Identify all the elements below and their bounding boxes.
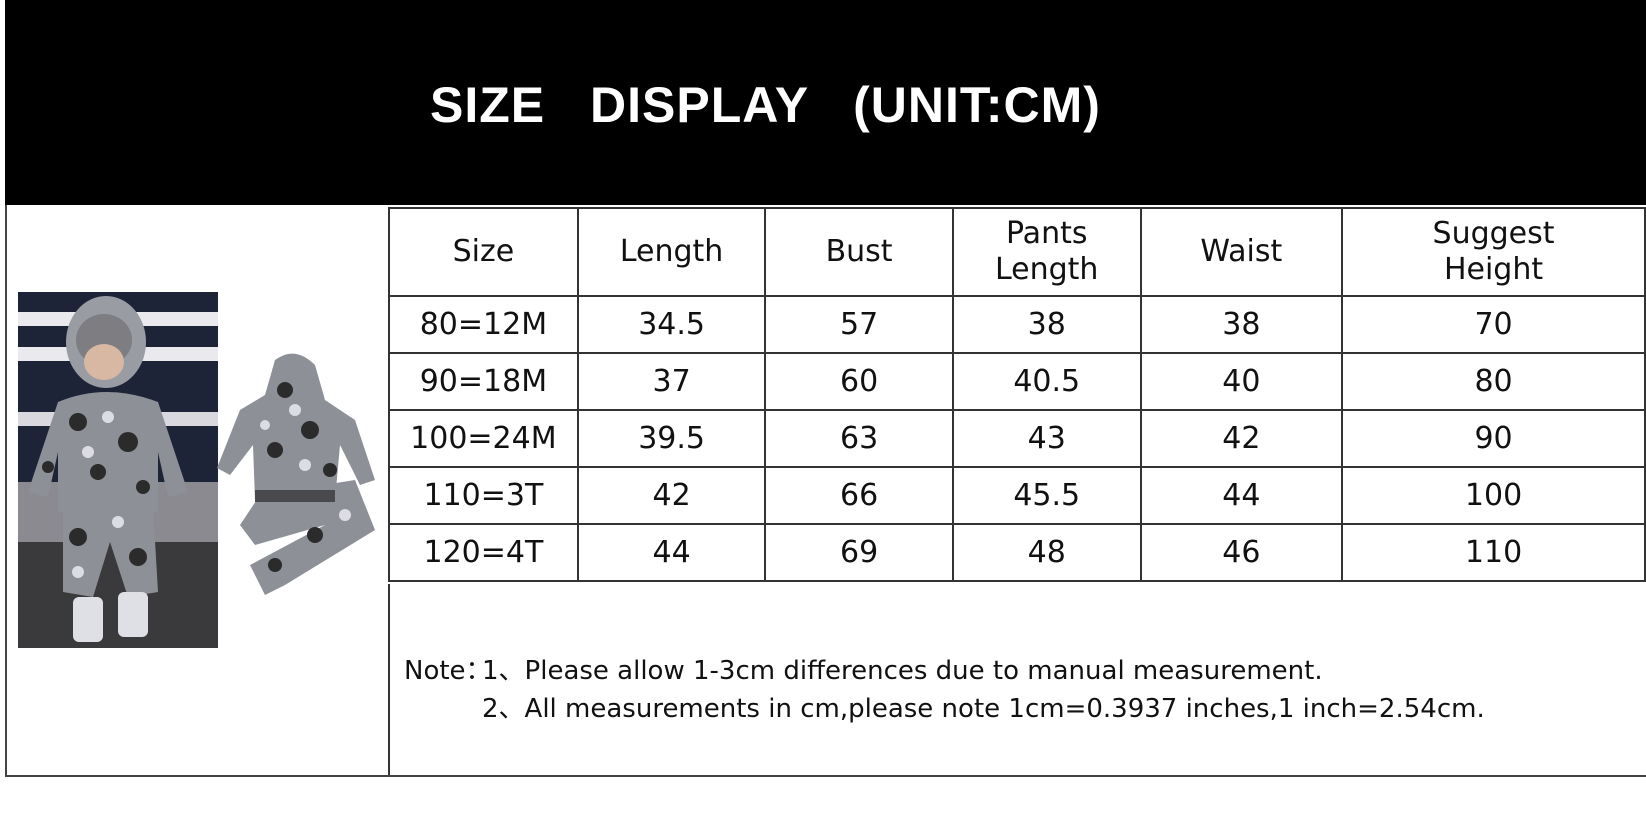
cell-size: 90=18M xyxy=(388,352,579,411)
cell-height: 100 xyxy=(1341,466,1646,525)
product-photo xyxy=(217,353,375,595)
cell-length: 44 xyxy=(576,523,767,582)
note-item-2: 2、All measurements in cm,please note 1cm… xyxy=(482,694,1485,724)
cell-length: 37 xyxy=(576,352,767,411)
table-row: 120=4T 44 69 48 46 110 xyxy=(388,523,1646,582)
cell-pants-length: 38 xyxy=(951,295,1142,354)
cell-waist: 42 xyxy=(1139,409,1344,468)
cell-height: 70 xyxy=(1341,295,1646,354)
table-row: 110=3T 42 66 45.5 44 100 xyxy=(388,466,1646,525)
note-label: Note： xyxy=(404,656,492,686)
size-table: Size Length Bust Pants Length Waist Sugg… xyxy=(388,207,1646,582)
cell-bust: 66 xyxy=(764,466,954,525)
title-banner: SIZE DISPLAY (UNIT:CM) xyxy=(5,0,1646,205)
cell-bust: 69 xyxy=(764,523,954,582)
cell-bust: 63 xyxy=(764,409,954,468)
table-row: 90=18M 37 60 40.5 40 80 xyxy=(388,352,1646,411)
cell-height: 110 xyxy=(1341,523,1646,582)
header-pants-length: Pants Length xyxy=(951,207,1142,297)
cell-bust: 60 xyxy=(764,352,954,411)
header-waist: Waist xyxy=(1139,207,1344,297)
cell-length: 39.5 xyxy=(576,409,767,468)
cell-length: 34.5 xyxy=(576,295,767,354)
cell-pants-length: 43 xyxy=(951,409,1142,468)
table-row: 100=24M 39.5 63 43 42 90 xyxy=(388,409,1646,468)
cell-height: 90 xyxy=(1341,409,1646,468)
cell-waist: 38 xyxy=(1139,295,1344,354)
cell-size: 120=4T xyxy=(388,523,579,582)
cell-length: 42 xyxy=(576,466,767,525)
header-length: Length xyxy=(576,207,767,297)
notes-section: Note： 1、Please allow 1-3cm differences d… xyxy=(388,584,1646,775)
table-header-row: Size Length Bust Pants Length Waist Sugg… xyxy=(388,207,1646,297)
cell-waist: 46 xyxy=(1139,523,1344,582)
cell-size: 110=3T xyxy=(388,466,579,525)
cell-bust: 57 xyxy=(764,295,954,354)
header-bust: Bust xyxy=(764,207,954,297)
note-item-1: 1、Please allow 1-3cm differences due to … xyxy=(482,656,1323,686)
cell-height: 80 xyxy=(1341,352,1646,411)
header-suggest-height: Suggest Height xyxy=(1341,207,1646,297)
cell-size: 100=24M xyxy=(388,409,579,468)
cell-waist: 44 xyxy=(1139,466,1344,525)
content-frame xyxy=(5,205,1646,777)
cell-size: 80=12M xyxy=(388,295,579,354)
cell-pants-length: 48 xyxy=(951,523,1142,582)
header-size: Size xyxy=(388,207,579,297)
cell-pants-length: 45.5 xyxy=(951,466,1142,525)
cell-pants-length: 40.5 xyxy=(951,352,1142,411)
cell-waist: 40 xyxy=(1139,352,1344,411)
page-title: SIZE DISPLAY (UNIT:CM) xyxy=(430,76,1101,133)
model-photo xyxy=(18,292,218,648)
table-row: 80=12M 34.5 57 38 38 70 xyxy=(388,295,1646,354)
